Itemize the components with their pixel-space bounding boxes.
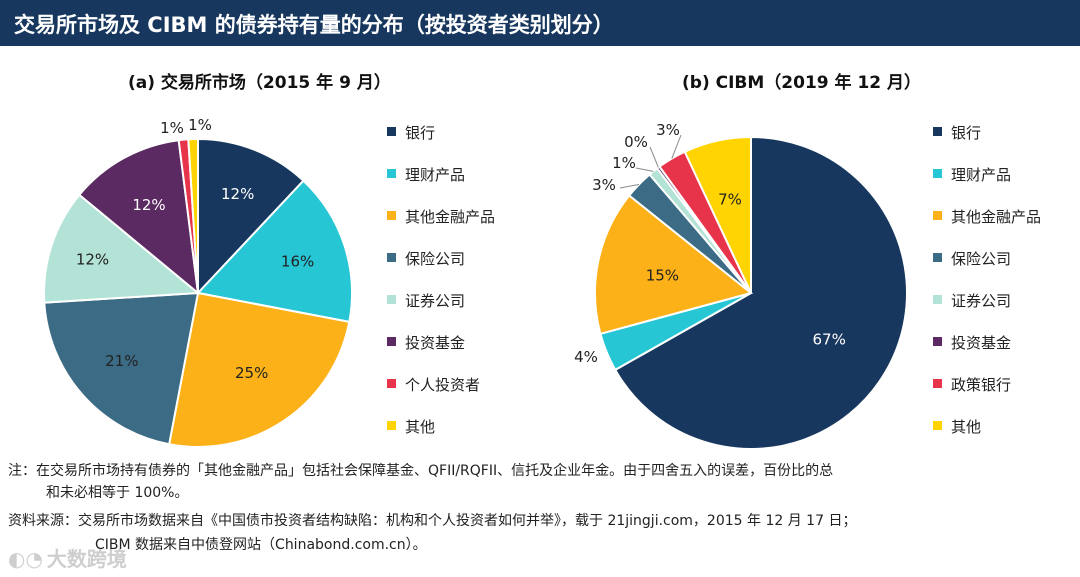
legend-label: 投资基金 xyxy=(951,334,1012,352)
legend-item-exchange-2: 其他金融产品 xyxy=(387,206,495,248)
legend-label: 其他金融产品 xyxy=(951,208,1042,226)
data-label-exchange-7: 1% xyxy=(188,116,212,134)
data-label-exchange-0: 12% xyxy=(221,185,254,203)
legend-item-exchange-3: 保险公司 xyxy=(387,248,495,290)
chart-title-exchange: (a) 交易所市场（2015 年 9 月） xyxy=(128,73,391,93)
legend-swatch xyxy=(387,295,396,304)
legend-swatch xyxy=(387,337,396,346)
legend-label: 其他 xyxy=(951,418,982,436)
pie-slice-exchange-0 xyxy=(197,137,305,296)
legend-swatch xyxy=(387,169,396,178)
legend-item-cibm-7: 其他 xyxy=(933,416,1041,458)
legend-swatch xyxy=(933,127,942,136)
data-label-exchange-2: 25% xyxy=(235,364,268,382)
data-label-exchange-3: 21% xyxy=(105,352,138,370)
pie-slice-exchange-1 xyxy=(196,179,353,324)
legend-label: 投资基金 xyxy=(405,334,466,352)
header-banner: 交易所市场及 CIBM 的债券持有量的分布（按投资者类别划分） xyxy=(0,0,1080,46)
legend-item-cibm-6: 政策银行 xyxy=(933,374,1041,416)
legend-item-cibm-1: 理财产品 xyxy=(933,164,1041,206)
watermark: ◐◔ 大数跨境 xyxy=(8,543,127,572)
data-label-cibm-3: 3% xyxy=(592,176,616,194)
leader-line-cibm-6 xyxy=(671,134,682,159)
footnote-line-1: 注：在交易所市场持有债券的「其他金融产品」包括社会保障基金、QFII/RQFII… xyxy=(8,463,834,479)
chart-title-cibm: (b) CIBM（2019 年 12 月） xyxy=(682,73,922,93)
legend-item-exchange-0: 银行 xyxy=(387,122,495,164)
legend-swatch xyxy=(933,295,942,304)
data-label-exchange-6: 1% xyxy=(160,119,184,137)
data-label-cibm-0: 67% xyxy=(813,331,846,349)
legend-swatch xyxy=(387,211,396,220)
data-label-cibm-6: 3% xyxy=(656,121,680,139)
legend-item-cibm-0: 银行 xyxy=(933,122,1041,164)
data-label-cibm-7: 7% xyxy=(718,191,742,209)
legend-label: 理财产品 xyxy=(405,166,466,184)
pie-slice-exchange-3 xyxy=(43,291,200,446)
weibo-icon: ◐◔ xyxy=(8,547,43,571)
legend-label: 银行 xyxy=(951,124,982,142)
leader-line-cibm-4 xyxy=(635,167,654,172)
legend-label: 证券公司 xyxy=(951,292,1012,310)
legend-swatch xyxy=(387,421,396,430)
legend-exchange: 银行理财产品其他金融产品 保险公司证券公司投资基金个人投资者其他 xyxy=(387,122,495,458)
pie-slice-cibm-7 xyxy=(683,135,752,294)
source-line-1: 资料来源：交易所市场数据来自《中国债市投资者结构缺陷：机构和个人投资者如何并举》… xyxy=(8,513,857,529)
legend-item-exchange-5: 投资基金 xyxy=(387,332,495,374)
legend-swatch xyxy=(933,211,942,220)
pie-slice-exchange-2 xyxy=(167,291,351,448)
legend-cibm: 银行理财产品其他金融产品 保险公司证券公司投资基金政策银行其他 xyxy=(933,122,1041,458)
pie-slice-cibm-2 xyxy=(594,194,754,336)
data-label-exchange-4: 12% xyxy=(76,251,109,269)
legend-item-cibm-2: 其他金融产品 xyxy=(933,206,1041,248)
data-label-exchange-5: 12% xyxy=(132,196,165,214)
data-label-cibm-4: 1% xyxy=(612,154,636,172)
legend-label: 其他金融产品 xyxy=(405,208,496,226)
legend-label: 保险公司 xyxy=(951,250,1012,268)
legend-item-exchange-6: 个人投资者 xyxy=(387,374,495,416)
legend-label: 其他 xyxy=(405,418,436,436)
pie-slice-cibm-0 xyxy=(613,135,908,450)
legend-item-cibm-4: 证券公司 xyxy=(933,290,1041,332)
legend-item-exchange-4: 证券公司 xyxy=(387,290,495,332)
legend-swatch xyxy=(933,421,942,430)
watermark-text: 大数跨境 xyxy=(46,547,127,571)
pie-charts: 12%16%25%21%12%12%1% 1%67%4%15%3%1%0%3%7% xyxy=(42,116,908,450)
legend-item-exchange-7: 其他 xyxy=(387,416,495,458)
leader-line-cibm-3 xyxy=(619,184,639,189)
legend-item-exchange-1: 理财产品 xyxy=(387,164,495,206)
footnote-line-2: 和未必相等于 100%。 xyxy=(46,485,189,501)
data-label-cibm-1: 4% xyxy=(574,348,598,366)
page-title: 交易所市场及 CIBM 的债券持有量的分布（按投资者类别划分） xyxy=(14,13,614,37)
legend-swatch xyxy=(387,127,396,136)
data-label-exchange-1: 16% xyxy=(281,253,314,271)
legend-swatch xyxy=(933,379,942,388)
source-line-2: CIBM 数据来自中债登网站（Chinabond.com.cn）。 xyxy=(95,537,427,553)
pie-slice-exchange-7 xyxy=(187,137,199,294)
legend-item-cibm-3: 保险公司 xyxy=(933,248,1041,290)
legend-swatch xyxy=(933,337,942,346)
legend-item-cibm-5: 投资基金 xyxy=(933,332,1041,374)
legend-label: 保险公司 xyxy=(405,250,466,268)
legend-label: 理财产品 xyxy=(951,166,1012,184)
pie-slice-exchange-5 xyxy=(77,139,200,296)
legend-swatch xyxy=(933,169,942,178)
legend-label: 个人投资者 xyxy=(405,376,481,394)
legend-label: 证券公司 xyxy=(405,292,466,310)
leader-line-cibm-5 xyxy=(649,146,659,168)
legend-swatch xyxy=(933,253,942,262)
legend-label: 银行 xyxy=(405,124,436,142)
data-label-cibm-2: 15% xyxy=(646,267,679,285)
data-label-cibm-5: 0% xyxy=(624,133,648,151)
legend-label: 政策银行 xyxy=(951,376,1012,394)
legend-swatch xyxy=(387,379,396,388)
legend-swatch xyxy=(387,253,396,262)
pie-slice-exchange-4 xyxy=(42,193,201,304)
